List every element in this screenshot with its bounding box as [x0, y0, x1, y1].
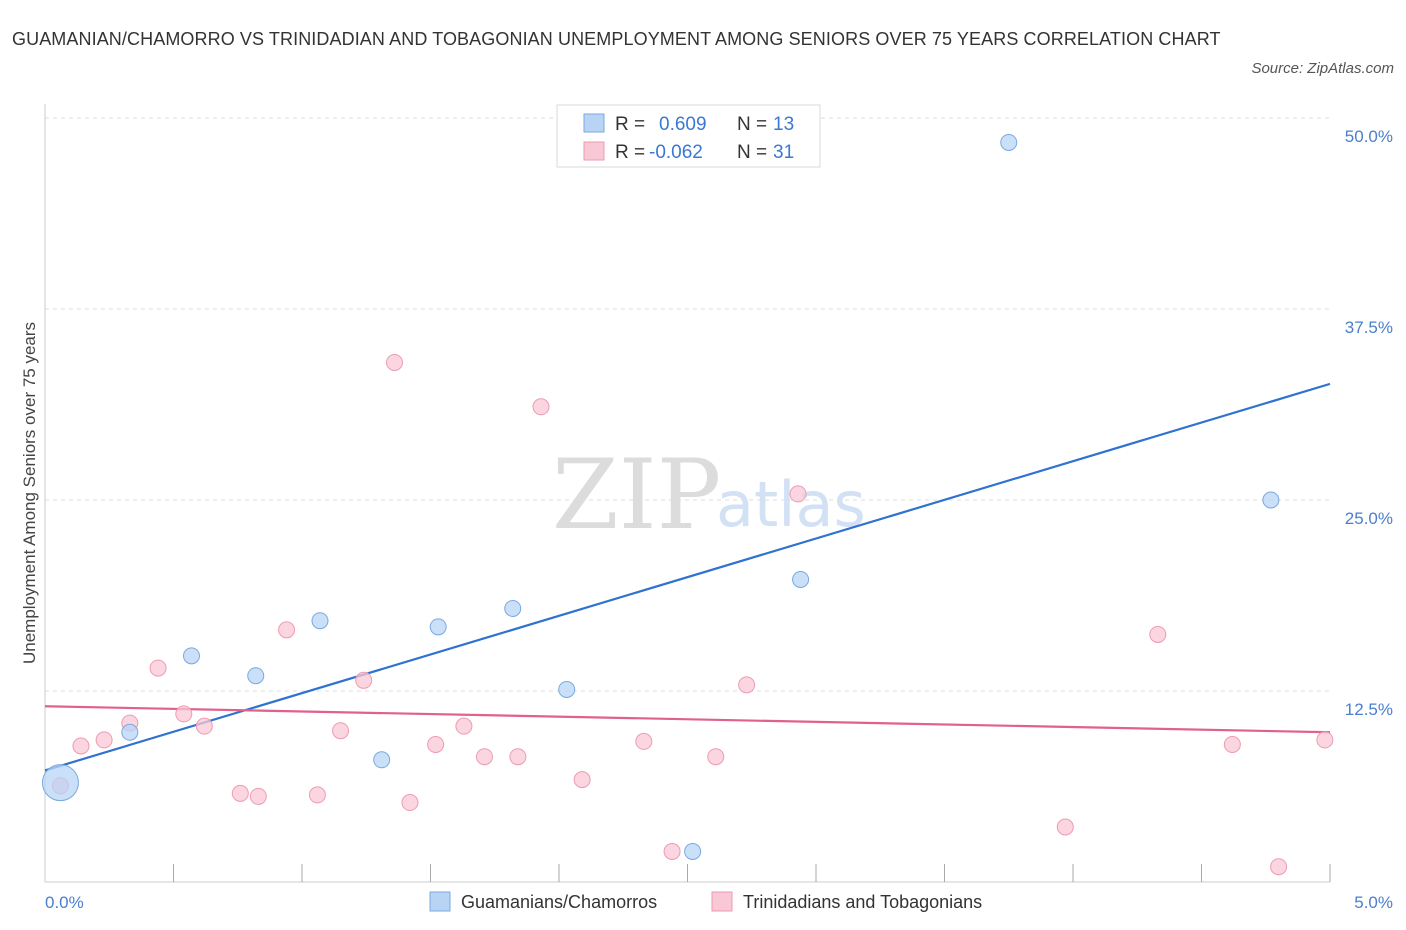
point-pink-26[interactable]: [1056, 818, 1074, 836]
stats-swatch-blue: [583, 113, 605, 133]
point-pink-5[interactable]: [175, 705, 193, 723]
y-tick-label-3: 50.0%: [1345, 127, 1393, 146]
gridlines: [45, 117, 1330, 692]
point-pink-8[interactable]: [249, 787, 267, 805]
point-pink-15[interactable]: [427, 735, 445, 753]
trendline-pink: [44, 705, 1331, 734]
point-pink-18[interactable]: [509, 748, 527, 766]
legend-swatch-blue[interactable]: [429, 891, 451, 912]
trendline-blue: [44, 382, 1331, 772]
point-pink-29[interactable]: [1270, 858, 1288, 876]
stats-r-label: R =: [615, 114, 645, 135]
point-pink-14[interactable]: [401, 794, 419, 812]
stats-r-value-blue: 0.609: [659, 114, 707, 135]
legend: Guamanians/Chamorros Trinidadians and To…: [429, 891, 982, 912]
point-blue-4[interactable]: [311, 612, 329, 630]
trendlines: [44, 382, 1331, 772]
source-credit: Source: ZipAtlas.com: [1251, 60, 1394, 77]
point-blue-10[interactable]: [792, 570, 810, 588]
point-blue-6[interactable]: [429, 618, 447, 636]
chart-title: GUAMANIAN/CHAMORRO VS TRINIDADIAN AND TO…: [12, 29, 1221, 49]
y-tick-label-0: 12.5%: [1345, 700, 1393, 719]
y-tick-labels: 12.5% 25.0% 37.5% 50.0%: [1345, 127, 1393, 719]
point-pink-12[interactable]: [355, 671, 373, 689]
stats-n-label: N =: [737, 114, 767, 135]
point-pink-23[interactable]: [707, 748, 725, 766]
point-blue-7[interactable]: [504, 599, 522, 617]
data-points: [41, 133, 1334, 876]
legend-swatch-pink[interactable]: [711, 891, 733, 912]
point-pink-21[interactable]: [635, 732, 653, 750]
x-tick-label-0: 0.0%: [45, 893, 84, 912]
point-pink-24[interactable]: [738, 676, 756, 694]
point-pink-9[interactable]: [278, 621, 296, 639]
point-pink-16[interactable]: [455, 717, 473, 735]
point-pink-20[interactable]: [573, 771, 591, 789]
point-blue-11[interactable]: [1000, 133, 1018, 151]
point-blue-1[interactable]: [121, 723, 139, 741]
point-pink-4[interactable]: [149, 659, 167, 677]
stats-n-label: N =: [737, 142, 767, 163]
point-pink-17[interactable]: [475, 748, 493, 766]
legend-label-guamanians[interactable]: Guamanians/Chamorros: [461, 892, 657, 912]
x-tick-label-1: 5.0%: [1354, 893, 1393, 912]
stats-swatch-pink: [583, 141, 605, 161]
stats-r-value-pink: -0.062: [649, 142, 703, 163]
point-pink-1[interactable]: [72, 737, 90, 755]
x-ticks: 0.0% 5.0%: [45, 864, 1393, 912]
stats-n-value-blue: 13: [773, 114, 794, 135]
point-blue-5[interactable]: [373, 751, 391, 769]
point-blue-0[interactable]: [41, 764, 79, 802]
legend-label-trinidadians[interactable]: Trinidadians and Tobagonians: [743, 892, 982, 912]
point-pink-25[interactable]: [789, 485, 807, 503]
y-tick-label-2: 37.5%: [1345, 318, 1393, 337]
point-blue-3[interactable]: [247, 667, 265, 685]
point-pink-2[interactable]: [95, 731, 113, 749]
point-blue-12[interactable]: [1262, 491, 1280, 509]
stats-box: R = 0.609 N = 13 R = -0.062 N = 31: [556, 104, 821, 168]
point-blue-9[interactable]: [684, 842, 702, 860]
y-tick-label-1: 25.0%: [1345, 509, 1393, 528]
watermark: ZIP atlas: [552, 439, 866, 551]
point-pink-19[interactable]: [532, 398, 550, 416]
point-blue-2[interactable]: [182, 647, 200, 665]
point-pink-7[interactable]: [231, 784, 249, 802]
stats-n-value-pink: 31: [773, 142, 794, 163]
point-pink-27[interactable]: [1149, 625, 1167, 643]
point-pink-6[interactable]: [195, 717, 213, 735]
point-pink-11[interactable]: [332, 722, 350, 740]
watermark-zip: ZIP: [552, 439, 721, 551]
y-axis-label: Unemployment Among Seniors over 75 years: [20, 322, 39, 664]
point-pink-13[interactable]: [386, 353, 404, 371]
point-pink-30[interactable]: [1316, 731, 1334, 749]
point-pink-28[interactable]: [1223, 735, 1241, 753]
point-blue-8[interactable]: [558, 680, 576, 698]
point-pink-10[interactable]: [308, 786, 326, 804]
point-pink-22[interactable]: [663, 842, 681, 860]
watermark-atlas: atlas: [716, 468, 866, 541]
stats-r-label: R =: [615, 142, 645, 163]
